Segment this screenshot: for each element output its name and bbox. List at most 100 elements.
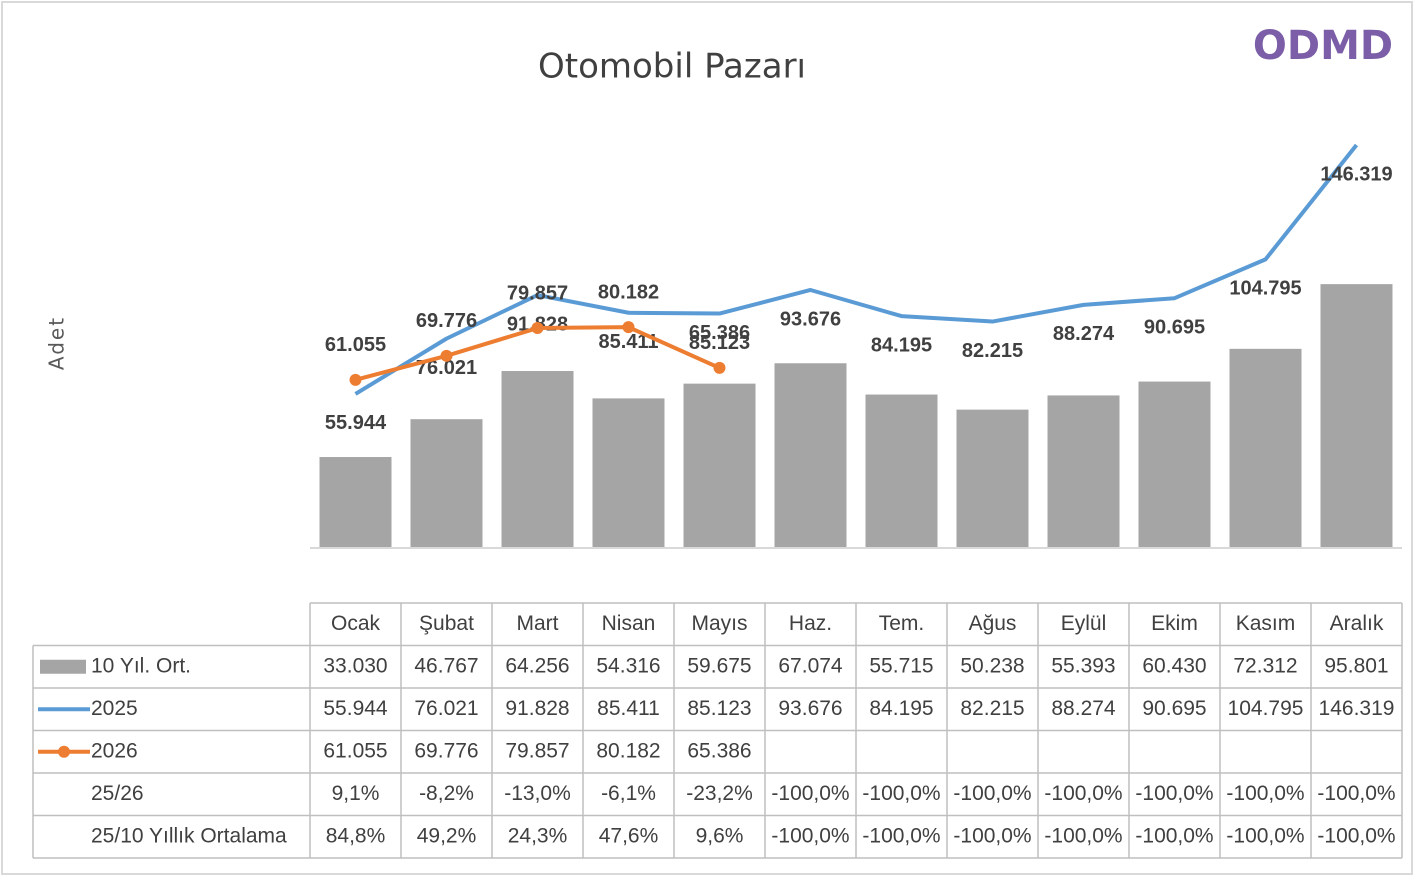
table-cell: 50.238 <box>960 654 1024 677</box>
bar <box>1138 381 1211 548</box>
data-label: 55.944 <box>325 412 387 434</box>
table-cell: 65.386 <box>687 739 751 762</box>
logo: ODMD <box>1253 23 1393 69</box>
table-cell: -100,0% <box>1226 824 1304 847</box>
data-label: 69.776 <box>416 310 477 332</box>
data-label: 65.386 <box>689 322 750 344</box>
table-cell: -100,0% <box>953 824 1031 847</box>
bar <box>865 394 938 548</box>
data-label: 88.274 <box>1053 323 1115 345</box>
x-tick-label: Kasım <box>1236 612 1296 635</box>
table-cell: 55.944 <box>323 697 388 720</box>
data-label: 85.411 <box>598 331 658 353</box>
table-cell: 54.316 <box>596 654 660 677</box>
table-cell: -100,0% <box>1135 824 1213 847</box>
table-cell: -100,0% <box>1044 782 1122 805</box>
marker <box>622 321 635 334</box>
data-label: 84.195 <box>871 334 932 356</box>
table-cell: 82.215 <box>960 697 1024 720</box>
table-cell: -100,0% <box>862 782 940 805</box>
table-cell: 64.256 <box>505 654 569 677</box>
bar <box>956 409 1029 548</box>
table-cell: -100,0% <box>771 782 849 805</box>
x-tick-label: Ağus <box>969 612 1017 635</box>
table-cell: -100,0% <box>862 824 940 847</box>
bar <box>410 419 483 548</box>
table-cell: -100,0% <box>1226 782 1304 805</box>
table-cell: 95.801 <box>1324 654 1388 677</box>
bar <box>1047 395 1120 548</box>
x-tick-label: Eylül <box>1061 612 1107 635</box>
data-label: 85.123 <box>689 332 750 354</box>
row-label: 25/26 <box>91 782 144 805</box>
bar <box>683 383 756 548</box>
table-cell: 146.319 <box>1319 697 1395 720</box>
table-cell: 84.195 <box>869 697 933 720</box>
table-cell: 55.715 <box>869 654 933 677</box>
table-cell: -100,0% <box>1317 824 1395 847</box>
bar <box>319 457 392 548</box>
table-cell: 9,1% <box>332 782 380 805</box>
table-cell: -13,0% <box>504 782 571 805</box>
data-label: 90.695 <box>1144 316 1205 338</box>
legend-label: 2026 <box>91 739 138 762</box>
table-cell: 85.411 <box>597 697 660 720</box>
table-cell: 80.182 <box>596 739 660 762</box>
table-cell: -100,0% <box>771 824 849 847</box>
data-label: 104.795 <box>1229 278 1301 300</box>
table-cell: 76.021 <box>414 697 478 720</box>
bar <box>501 371 574 548</box>
table-cell: 85.123 <box>687 697 751 720</box>
table-cell: 90.695 <box>1142 697 1206 720</box>
row-label: 25/10 Yıllık Ortalama <box>91 824 287 847</box>
x-tick-label: Ocak <box>331 612 381 635</box>
data-label: 93.676 <box>780 308 841 330</box>
table-cell: -6,1% <box>601 782 656 805</box>
bar <box>1229 348 1302 548</box>
data-label: 61.055 <box>325 334 386 356</box>
x-tick-label: Haz. <box>789 612 832 635</box>
x-tick-label: Mart <box>517 612 559 635</box>
table-cell: -100,0% <box>1135 782 1213 805</box>
data-label: 82.215 <box>962 340 1023 362</box>
marker <box>713 361 726 374</box>
table-cell: -100,0% <box>1317 782 1395 805</box>
bar <box>592 398 665 548</box>
marker <box>349 373 362 386</box>
table-cell: 84,8% <box>326 824 386 847</box>
table-cell: -8,2% <box>419 782 474 805</box>
y-axis-label: Adet <box>45 316 69 370</box>
table-cell: 55.393 <box>1051 654 1115 677</box>
table-cell: 72.312 <box>1233 654 1297 677</box>
table-cell: -23,2% <box>686 782 753 805</box>
table-cell: 24,3% <box>508 824 568 847</box>
data-label: 76.021 <box>416 357 477 379</box>
table-cell: 104.795 <box>1228 697 1304 720</box>
table-cell: 69.776 <box>414 739 478 762</box>
table-cell: 88.274 <box>1051 697 1116 720</box>
table-cell: 46.767 <box>414 654 478 677</box>
x-tick-label: Nisan <box>602 612 656 635</box>
table-cell: 60.430 <box>1142 654 1206 677</box>
x-tick-label: Şubat <box>419 612 474 635</box>
x-tick-label: Tem. <box>879 612 925 635</box>
table-cell: 79.857 <box>505 739 569 762</box>
x-tick-label: Ekim <box>1151 612 1198 635</box>
chart-title: Otomobil Pazarı <box>538 47 806 87</box>
table-cell: 93.676 <box>778 697 842 720</box>
table-cell: 49,2% <box>417 824 477 847</box>
table-cell: 9,6% <box>696 824 744 847</box>
legend-label: 2025 <box>91 697 138 720</box>
table-cell: 47,6% <box>599 824 659 847</box>
data-label: 80.182 <box>598 281 659 303</box>
table-cell: -100,0% <box>953 782 1031 805</box>
table-cell: 59.675 <box>687 654 751 677</box>
bar <box>774 363 847 548</box>
line-2025 <box>354 143 1359 396</box>
data-label: 79.857 <box>507 282 568 304</box>
bar <box>1320 284 1393 548</box>
legend-label: 10 Yıl. Ort. <box>91 654 191 677</box>
x-tick-label: Aralık <box>1330 612 1384 635</box>
marker <box>440 349 453 362</box>
